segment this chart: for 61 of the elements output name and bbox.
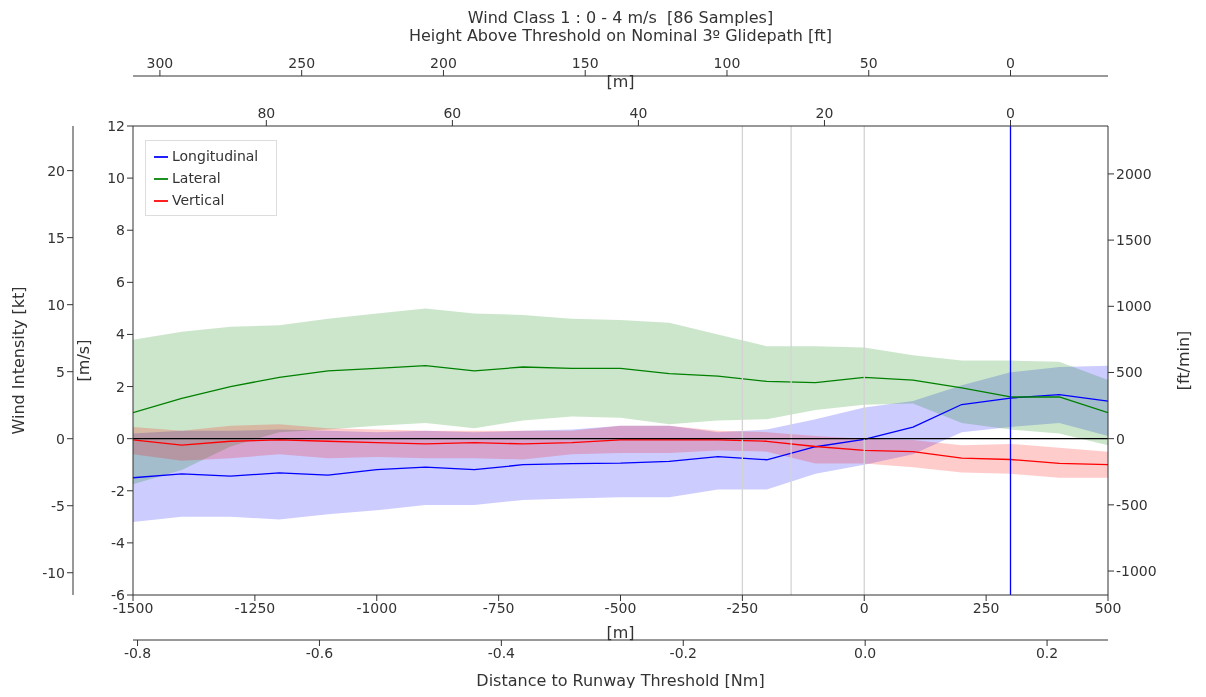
x-tick-label: 0	[859, 599, 869, 616]
line-series	[133, 439, 1108, 466]
y-tick-label: 10	[107, 170, 125, 187]
text: 300	[146, 55, 174, 71]
text: Height Above Threshold on Nominal 3º Glidepath [ft]	[408, 26, 833, 46]
y3-tick-label: 10	[47, 296, 65, 313]
y3-tick-label: -10	[42, 564, 65, 581]
x-tick-label: -1000	[356, 599, 398, 616]
text: 250	[288, 55, 316, 71]
text: 80	[257, 105, 276, 121]
x-tick-label: -500	[604, 599, 637, 616]
y-tick-label: 2	[116, 378, 125, 395]
x2-tick-label: -0.2	[669, 644, 697, 661]
x-tick-label: -250	[726, 599, 759, 616]
y-tick-label: -4	[111, 534, 126, 551]
x-tick-label: 250	[972, 599, 1000, 616]
y-tick-label: -2	[111, 482, 125, 499]
y3-tick-label: 0	[56, 430, 65, 447]
y2-tick-label: 0	[1116, 430, 1125, 447]
x2-tick-label: -0.4	[487, 644, 516, 661]
text: 150	[571, 55, 599, 71]
y3-tick-label: -5	[51, 497, 65, 514]
text: 0	[1006, 105, 1015, 121]
text: 60	[443, 105, 462, 121]
legend-label: Longitudinal	[172, 148, 259, 164]
legend-label: Vertical	[172, 192, 225, 208]
y-tick-label: 12	[107, 117, 125, 134]
y2-tick-label: -1000	[1116, 563, 1157, 580]
y-tick-label: 6	[116, 274, 126, 291]
y3-tick-label: 15	[47, 229, 65, 246]
text: 200	[430, 55, 457, 71]
y-axis-title: [m/s]	[73, 339, 93, 382]
line-series	[133, 365, 1108, 414]
text: 100	[713, 55, 741, 71]
text: 50	[859, 55, 878, 71]
x2-tick-label: -0.6	[305, 644, 334, 661]
y2-axis-title: [ft/min]	[1173, 330, 1193, 391]
x2-tick-label: 0.0	[854, 644, 877, 661]
chart-title: Wind Class 1 : 0 - 4 m/s [86 Samples]	[466, 8, 775, 27]
text: 0	[1006, 55, 1015, 71]
y2-tick-label: 1000	[1116, 298, 1152, 315]
x2-tick-label: 0.2	[1035, 644, 1059, 661]
x-tick-label: -750	[482, 599, 515, 616]
text: 40	[629, 105, 648, 121]
y3-tick-label: 20	[47, 162, 65, 179]
x2-tick-label: -0.8	[123, 644, 152, 661]
y2-tick-label: -500	[1116, 496, 1148, 513]
y3-tick-label: 5	[56, 363, 65, 380]
x-tick-label: -1250	[234, 599, 276, 616]
y-tick-label: 8	[116, 222, 125, 239]
y2-tick-label: 2000	[1116, 165, 1152, 182]
y2-tick-label: 1500	[1116, 232, 1152, 249]
legend-label: Lateral	[172, 170, 221, 186]
y3-axis-title: Wind Intensity [kt]	[8, 286, 28, 435]
x-tick-label: 500	[1094, 599, 1122, 616]
y-tick-label: 0	[116, 430, 125, 447]
y-tick-label: 4	[116, 326, 126, 343]
x-axis-title: [m]	[606, 623, 635, 642]
text: [m]	[606, 72, 635, 92]
text: 20	[815, 105, 834, 121]
y2-tick-label: 500	[1116, 364, 1143, 381]
